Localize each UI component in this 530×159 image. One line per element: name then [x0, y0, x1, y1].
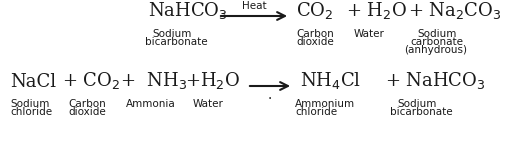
Text: Carbon: Carbon — [68, 99, 106, 109]
Text: Sodium: Sodium — [417, 29, 456, 39]
Text: +  NH$_3$: + NH$_3$ — [120, 70, 187, 91]
Text: Carbon: Carbon — [296, 29, 334, 39]
Text: Ammonia: Ammonia — [126, 99, 176, 109]
Text: CO$_2$: CO$_2$ — [296, 0, 333, 21]
Text: bicarbonate: bicarbonate — [145, 37, 208, 47]
Text: dioxide: dioxide — [296, 37, 334, 47]
Text: + CO$_2$: + CO$_2$ — [62, 70, 120, 91]
Text: .: . — [268, 88, 272, 102]
Text: Heat: Heat — [242, 1, 266, 11]
Text: +H$_2$O: +H$_2$O — [185, 70, 240, 91]
Text: + H$_2$O: + H$_2$O — [346, 0, 407, 21]
Text: bicarbonate: bicarbonate — [390, 107, 453, 117]
Text: carbonate: carbonate — [410, 37, 463, 47]
Text: NaCl: NaCl — [10, 73, 56, 91]
Text: NaHCO$_3$: NaHCO$_3$ — [148, 0, 228, 21]
Text: dioxide: dioxide — [68, 107, 106, 117]
Text: + NaHCO$_3$: + NaHCO$_3$ — [385, 70, 485, 91]
Text: Water: Water — [354, 29, 385, 39]
Text: Ammonium: Ammonium — [295, 99, 355, 109]
Text: + Na$_2$CO$_3$: + Na$_2$CO$_3$ — [408, 0, 501, 21]
Text: chloride: chloride — [295, 107, 337, 117]
Text: Sodium: Sodium — [397, 99, 436, 109]
Text: (anhydrous): (anhydrous) — [404, 45, 467, 55]
Text: Sodium: Sodium — [10, 99, 49, 109]
Text: Water: Water — [193, 99, 224, 109]
Text: Sodium: Sodium — [152, 29, 191, 39]
Text: chloride: chloride — [10, 107, 52, 117]
Text: NH$_4$Cl: NH$_4$Cl — [300, 70, 361, 91]
